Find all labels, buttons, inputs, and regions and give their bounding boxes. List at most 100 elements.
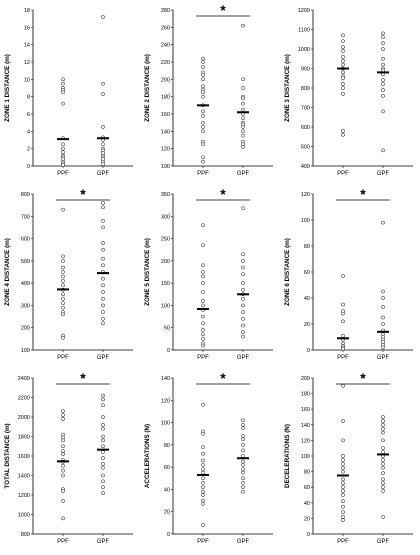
data-point [201,290,205,294]
significance-star: * [360,186,366,202]
y-tick-label: 250 [161,237,170,243]
data-point [381,148,385,153]
y-tick-label: 800 [21,192,30,198]
data-point [201,120,205,125]
y-tick-label: 40 [304,296,310,302]
y-tick-label: 18 [24,8,30,14]
data-point [101,461,105,466]
data-point [241,489,245,494]
y-tick-label: 40 [164,487,170,493]
data-point [381,415,385,419]
data-point [381,322,385,326]
data-point [381,471,385,476]
data-point [101,218,105,223]
data-point [101,321,105,326]
data-point [61,438,65,443]
data-point [381,62,385,67]
y-tick-label: 1200 [298,8,310,14]
data-point [101,438,105,443]
data-point [201,451,205,456]
y-tick-label: 140 [161,376,170,382]
data-point [381,446,385,451]
y-tick-label: 0 [307,532,310,538]
data-point [101,479,105,484]
data-point [61,163,65,167]
y-axis-title: ACCELERATIONS (N) [144,424,151,488]
data-point [61,101,65,106]
data-point [101,434,105,439]
data-point [381,56,385,61]
y-tick-label: 0 [307,348,310,354]
data-point [61,463,65,468]
data-point [201,476,205,481]
x-category-label: PPF [197,355,209,361]
y-tick-label: 1400 [18,474,30,480]
y-tick-label: 300 [161,214,170,220]
data-point [241,434,245,438]
y-tick-label: 100 [161,303,170,309]
data-point [241,206,245,211]
data-point [61,473,65,478]
data-point [201,467,205,472]
data-point [341,58,345,63]
data-point [61,305,65,310]
data-point [61,292,65,297]
data-point [241,485,245,490]
y-axis-title: ZONE 4 DISTANCE (m) [4,238,11,306]
data-point [61,516,65,521]
y-tick-label: 220 [161,60,170,66]
significance-star: * [80,186,86,202]
y-tick-label: 100 [301,454,310,460]
data-point [341,92,345,96]
data-point [341,274,345,278]
data-point [241,287,245,292]
data-point [381,477,385,482]
y-tick-label: 100 [161,421,170,427]
data-point [201,328,205,332]
data-point [341,311,345,316]
y-tick-label: 20 [304,322,310,328]
data-point [241,281,245,285]
y-axis-title: DECELERATIONS (N) [284,424,291,488]
data-point [381,438,385,443]
x-category-label: GPF [377,171,390,177]
data-point [201,321,205,326]
data-point [381,514,385,519]
data-point [61,81,65,86]
data-point [241,272,245,277]
data-point [341,82,345,86]
data-point [201,337,205,341]
data-point [241,259,245,263]
y-tick-label: 80 [304,470,310,476]
y-tick-label: 160 [161,112,170,118]
data-point [201,523,205,527]
data-point [241,125,245,129]
data-point [61,90,65,95]
y-tick-label: 20 [164,510,170,516]
data-point [101,296,105,301]
y-tick-label: 180 [301,392,310,398]
y-tick-label: 800 [301,86,310,92]
data-point [101,415,105,419]
data-point [61,335,65,340]
data-point [101,403,105,408]
data-point [61,444,65,449]
data-point [101,247,105,252]
y-tick-label: 80 [164,443,170,449]
data-point [241,422,245,427]
data-point [101,444,105,449]
y-tick-label: 150 [161,281,170,287]
data-point [241,480,245,485]
y-tick-label: 100 [21,348,30,354]
data-point [201,458,205,463]
data-point [201,332,205,337]
data-point [241,437,245,442]
data-point [241,265,245,270]
data-point [381,35,385,40]
data-point [241,476,245,481]
y-tick-label: 1000 [18,513,30,519]
data-point [61,279,65,283]
data-point [101,256,105,261]
data-point [241,96,245,101]
